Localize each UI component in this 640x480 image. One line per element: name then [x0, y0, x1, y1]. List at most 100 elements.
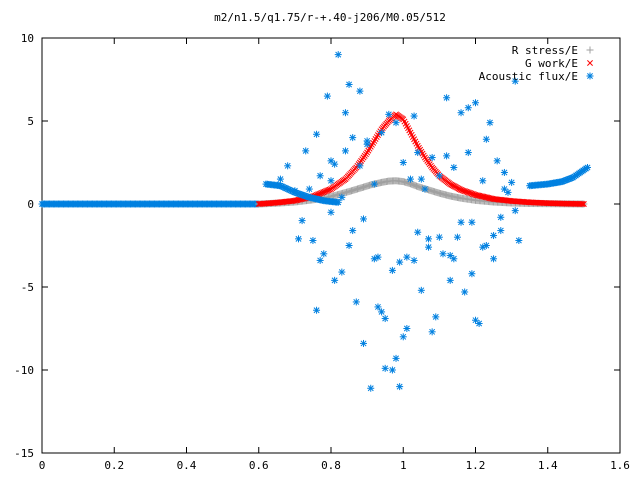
acoustic-flux-e-point [396, 383, 404, 391]
acoustic-flux-e-point [276, 175, 284, 183]
acoustic-flux-e-point [345, 80, 353, 88]
acoustic-flux-e-point [370, 180, 378, 188]
g-work-e-point [580, 201, 587, 207]
acoustic-flux-e-point [349, 134, 357, 142]
acoustic-flux-e-point [403, 253, 411, 261]
acoustic-flux-e-point [435, 172, 443, 180]
acoustic-flux-e-point [497, 227, 505, 235]
acoustic-flux-e-point [515, 237, 523, 245]
acoustic-flux-e-point [425, 243, 433, 251]
acoustic-flux-e-point [500, 168, 508, 176]
legend-marker [586, 46, 594, 54]
acoustic-flux-e-point [482, 135, 490, 143]
acoustic-flux-e-point [511, 207, 519, 215]
acoustic-flux-e-point [345, 242, 353, 249]
acoustic-flux-e-point [378, 308, 386, 316]
acoustic-flux-e-point [432, 313, 440, 321]
acoustic-flux-e-point [417, 286, 425, 294]
acoustic-flux-e-point [327, 177, 335, 185]
acoustic-flux-e-point [396, 258, 404, 266]
acoustic-flux-e-point [446, 276, 454, 284]
acoustic-flux-e-point [313, 306, 321, 314]
acoustic-flux-e-point [486, 119, 494, 127]
acoustic-flux-e-point [497, 213, 505, 221]
acoustic-flux-e-point [428, 328, 436, 336]
acoustic-flux-e-point [399, 159, 407, 166]
legend-marker [586, 72, 594, 80]
g-work-e-point [578, 200, 585, 207]
acoustic-flux-e-point [464, 149, 472, 157]
acoustic-flux-e-point [583, 163, 591, 171]
acoustic-flux-e-point [381, 364, 389, 372]
g-work-e-point [579, 200, 586, 207]
legend-marker [587, 60, 593, 66]
data-layer [38, 51, 591, 392]
acoustic-flux-e-point [461, 288, 469, 296]
acoustic-flux-e-point [305, 185, 313, 193]
acoustic-flux-e-point [378, 129, 386, 137]
acoustic-flux-e-point [417, 175, 425, 183]
acoustic-flux-e-point [472, 316, 479, 324]
acoustic-flux-e-point [356, 87, 364, 95]
acoustic-flux-e-point [490, 232, 498, 240]
acoustic-flux-e-point [464, 104, 472, 112]
acoustic-flux-e-point [450, 255, 458, 263]
acoustic-flux-e-point [428, 154, 436, 162]
acoustic-flux-e-point [334, 198, 342, 206]
acoustic-flux-e-point [352, 298, 360, 306]
acoustic-flux-e-point [453, 233, 461, 241]
x-tick-label: 1.2 [466, 459, 486, 472]
acoustic-flux-e-point [399, 333, 407, 341]
acoustic-flux-e-point [410, 256, 418, 264]
acoustic-flux-e-point [338, 193, 346, 201]
y-tick-label: -10 [14, 364, 34, 377]
acoustic-flux-e-point [356, 162, 364, 170]
x-tick-label: 1 [400, 459, 407, 472]
chart-title: m2/n1.5/q1.75/r-+.40-j206/M0.05/512 [214, 11, 446, 24]
legend-label: Acoustic flux/E [479, 70, 578, 83]
acoustic-flux-e-point [392, 119, 400, 127]
acoustic-flux-e-point [410, 112, 418, 120]
acoustic-flux-e-point [450, 163, 458, 171]
acoustic-flux-e-point [363, 137, 371, 145]
acoustic-flux-e-point [360, 339, 368, 347]
x-tick-label: 0.6 [249, 459, 269, 472]
x-tick-label: 0.2 [104, 459, 124, 472]
acoustic-flux-e-point [360, 215, 368, 223]
acoustic-flux-e-point [490, 255, 498, 263]
acoustic-flux-e-point [367, 384, 375, 392]
acoustic-flux-e-point [341, 109, 349, 117]
acoustic-flux-e-point [302, 147, 310, 155]
acoustic-flux-e-point [331, 276, 339, 284]
x-tick-label: 0.8 [321, 459, 341, 472]
axes: 0 0.2 0.4 0.6 0.8 1 1.2 1.4 1.6 10 5 0 -5 -10 -15 [14, 32, 630, 472]
acoustic-flux-e-point [323, 92, 331, 100]
acoustic-flux-e-point [316, 256, 324, 264]
acoustic-flux-e-point [331, 160, 339, 168]
acoustic-flux-e-point [385, 110, 393, 118]
acoustic-flux-e-point [294, 235, 302, 243]
acoustic-flux-e-point [392, 354, 400, 362]
y-tick-label: 0 [27, 198, 34, 211]
acoustic-flux-e-point [500, 185, 508, 193]
acoustic-flux-e-point [334, 51, 342, 59]
acoustic-flux-e-point [443, 152, 451, 160]
acoustic-flux-e-point [320, 250, 328, 258]
acoustic-flux-e-point [414, 149, 422, 157]
x-tick-label: 1.4 [538, 459, 558, 472]
acoustic-flux-e-point [443, 94, 451, 102]
acoustic-flux-e-point [403, 325, 411, 332]
acoustic-flux-e-point [374, 303, 382, 311]
acoustic-flux-e-point [388, 366, 396, 374]
acoustic-flux-e-point [508, 178, 516, 186]
acoustic-flux-e-point [421, 185, 429, 193]
acoustic-flux-e-point [414, 228, 422, 236]
y-tick-label: 10 [21, 32, 34, 45]
acoustic-flux-e-point [309, 237, 317, 245]
acoustic-flux-e-point [472, 99, 479, 107]
acoustic-flux-e-point [511, 77, 519, 85]
acoustic-flux-e-point [327, 208, 335, 216]
acoustic-flux-e-point [439, 250, 447, 258]
